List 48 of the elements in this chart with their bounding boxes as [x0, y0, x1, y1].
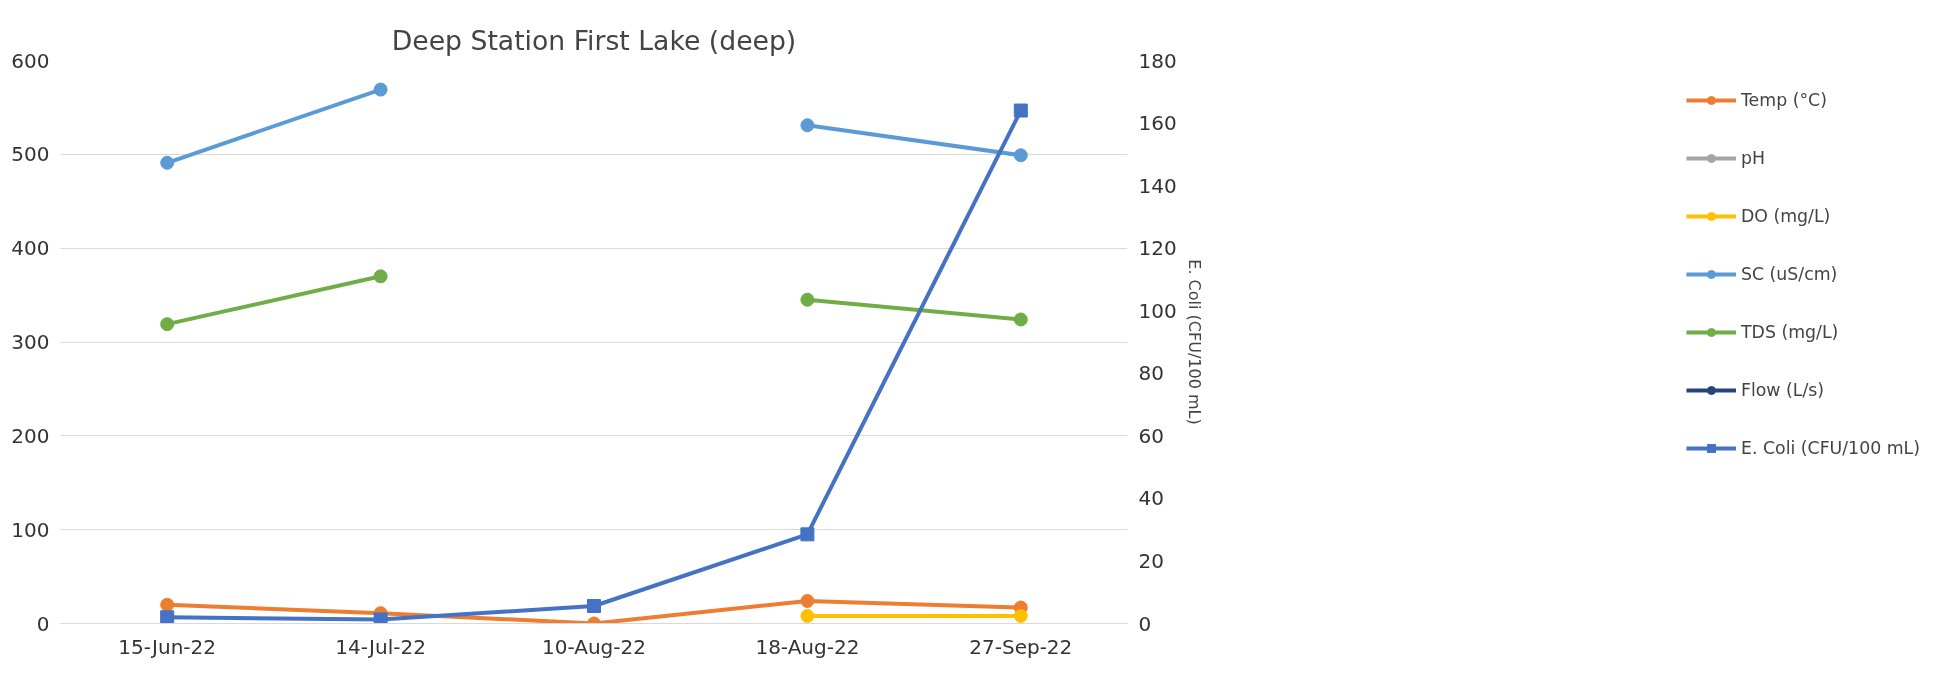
point	[800, 527, 815, 542]
x-tick-label: 18-Aug-22	[755, 634, 860, 659]
point	[373, 612, 388, 624]
point	[800, 118, 815, 133]
point	[373, 269, 388, 284]
point	[160, 317, 175, 332]
y-tick-label: 600	[11, 48, 50, 73]
point	[800, 292, 815, 307]
y2-tick-label: 20	[1138, 548, 1164, 573]
y2-tick-label: 160	[1138, 111, 1177, 136]
point	[1013, 609, 1028, 623]
point	[800, 593, 815, 608]
y-tick-label: 500	[11, 142, 50, 167]
x-tick-label: 15-Jun-22	[118, 634, 217, 659]
legend-label: Temp (°C)	[1740, 90, 1827, 110]
legend-label: pH	[1740, 148, 1765, 168]
point	[1013, 103, 1028, 118]
chart-title: Deep Station First Lake (deep)	[391, 24, 797, 56]
legend-label: SC (uS/cm)	[1740, 264, 1838, 284]
y2-tick-label: 140	[1138, 173, 1177, 198]
y-tick-label: 0	[36, 611, 50, 636]
y2-tick-label: 80	[1138, 361, 1164, 386]
legend-label: DO (mg/L)	[1740, 206, 1831, 226]
point	[160, 610, 175, 624]
x-tick-label: 10-Aug-22	[542, 634, 646, 659]
point	[160, 597, 175, 612]
y-tick-label: 200	[11, 423, 50, 448]
point	[587, 598, 601, 613]
y2-tick-label: 60	[1138, 423, 1164, 448]
x-tick-label: 27-Sep-22	[969, 634, 1073, 659]
legend-label: TDS (mg/L)	[1740, 322, 1839, 342]
y2-tick-label: 40	[1138, 486, 1164, 511]
y-tick-label: 300	[11, 330, 50, 354]
y2-axis-title: E. Coli (CFU/100 mL)	[1184, 259, 1204, 425]
point	[1013, 148, 1028, 163]
legend-label: Flow (L/s)	[1740, 380, 1825, 400]
point	[160, 155, 175, 170]
y2-tick-label: 0	[1138, 611, 1152, 636]
y2-tick-label: 100	[1138, 298, 1177, 323]
legend-label: E. Coli (CFU/100 mL)	[1740, 438, 1920, 458]
point	[1013, 312, 1028, 327]
y2-tick-label: 180	[1138, 48, 1177, 73]
point	[373, 82, 388, 97]
y2-tick-label: 120	[1138, 236, 1177, 261]
y-tick-label: 400	[11, 236, 50, 261]
point	[800, 609, 815, 623]
y-tick-label: 100	[11, 517, 50, 542]
x-tick-label: 14-Jul-22	[335, 634, 426, 659]
